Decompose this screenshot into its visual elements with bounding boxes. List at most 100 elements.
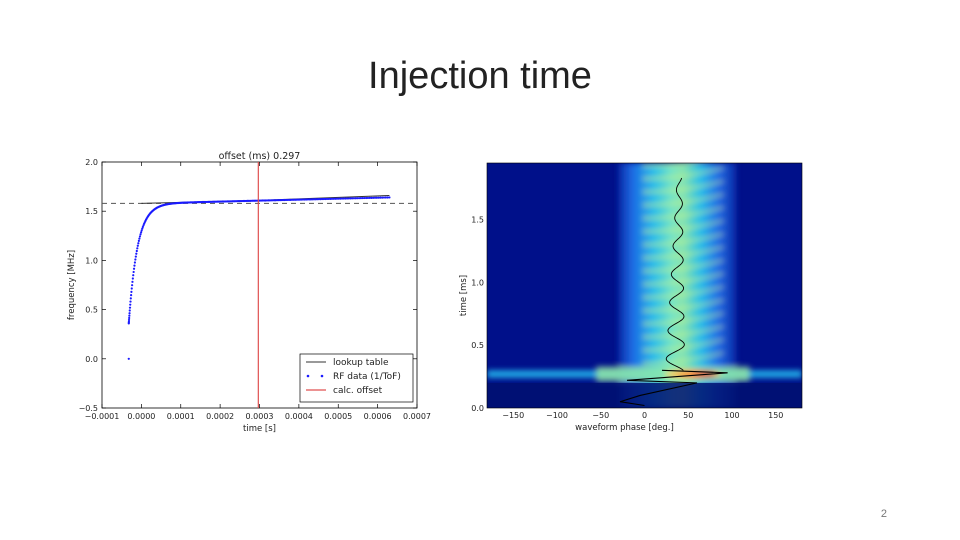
data-point (358, 197, 361, 200)
data-point (335, 197, 339, 200)
data-point (330, 197, 334, 200)
y-tick-label: 0.0 (85, 355, 98, 364)
data-point (306, 198, 309, 201)
heatmap-lower-region (487, 382, 802, 408)
x-tick-label: 100 (724, 411, 739, 420)
data-point (128, 316, 131, 320)
data-point (130, 294, 133, 297)
data-point (316, 198, 319, 201)
x-tick-label: 0.0006 (364, 412, 392, 421)
data-point (135, 249, 138, 253)
data-point (127, 357, 130, 360)
data-point (127, 318, 131, 322)
data-point (128, 309, 131, 312)
data-point (322, 197, 325, 201)
y-tick-label: 1.5 (471, 216, 484, 225)
data-point (140, 229, 143, 232)
data-point (370, 196, 373, 199)
data-point (137, 239, 140, 242)
x-tick-label: 0.0002 (206, 412, 234, 421)
heatmap-frame (486, 162, 803, 409)
data-point (128, 306, 132, 309)
data-point (311, 198, 314, 201)
data-point (131, 284, 134, 287)
data-point (131, 277, 134, 280)
data-point (349, 197, 352, 200)
legend-label: RF data (1/ToF) (333, 372, 401, 382)
x-axis-label: waveform phase [deg.] (575, 423, 674, 433)
data-point (308, 198, 311, 201)
data-point (332, 197, 335, 200)
data-point (134, 255, 137, 258)
y-tick-label: −0.5 (79, 404, 98, 413)
data-point (303, 198, 306, 201)
x-axis-label: time [s] (243, 424, 276, 434)
data-point (309, 198, 312, 201)
data-point (340, 197, 344, 200)
data-point (342, 197, 345, 200)
y-tick-label: 0.5 (85, 306, 98, 315)
data-point (381, 196, 384, 199)
y-axis-label: time [ms] (459, 275, 469, 316)
heatmap-ridge (642, 272, 724, 287)
data-point (356, 197, 359, 200)
data-point (137, 242, 140, 245)
data-point (366, 196, 370, 200)
heatmap-ridge (642, 219, 724, 234)
y-tick-label: 1.5 (85, 207, 98, 216)
data-point (128, 314, 131, 317)
data-point (386, 196, 389, 199)
heatmap-ridge (642, 245, 724, 260)
data-point (130, 287, 133, 290)
heatmap-ridge (642, 285, 724, 300)
x-tick-label: 50 (683, 411, 693, 420)
data-point (138, 235, 142, 238)
data-point (139, 233, 142, 236)
data-point (365, 196, 368, 200)
slide-number: 2 (880, 508, 887, 520)
data-point (295, 198, 298, 201)
data-point (382, 196, 386, 199)
data-point (292, 198, 295, 201)
heatmap-ridge (642, 193, 724, 207)
data-point (375, 196, 378, 199)
data-point (301, 198, 305, 201)
data-point (337, 197, 340, 200)
heatmap-ridge (642, 325, 724, 339)
y-tick-label: 0.0 (471, 404, 484, 413)
overlay-trace-tail (619, 369, 728, 407)
data-point (334, 197, 337, 200)
data-point (132, 270, 135, 274)
data-point (133, 264, 136, 267)
data-point (139, 231, 143, 234)
data-point (314, 198, 317, 201)
heatmap-ridge (642, 298, 724, 313)
data-point (339, 197, 342, 200)
data-point (352, 197, 356, 200)
data-point (321, 197, 324, 201)
data-point (327, 197, 330, 201)
data-point (361, 196, 364, 200)
data-point (138, 237, 141, 240)
x-tick-label: −100 (546, 411, 568, 420)
data-point (368, 196, 371, 200)
heatmap-ridge (642, 311, 724, 326)
data-point (377, 196, 380, 199)
data-point (384, 196, 387, 199)
data-point (354, 197, 357, 200)
data-point (294, 198, 297, 201)
heatmap-ridge (642, 338, 724, 353)
heatmap-ridge (642, 206, 724, 221)
x-tick-label: 0.0003 (246, 412, 274, 421)
data-point (325, 197, 329, 201)
y-tick-label: 1.0 (85, 256, 98, 265)
data-point (130, 290, 133, 293)
data-point (134, 258, 137, 261)
legend-swatch-rf (306, 374, 310, 378)
data-point (289, 198, 292, 201)
data-point (363, 196, 366, 200)
heatmap-ridge (642, 166, 724, 181)
heatmap-ridge (642, 163, 693, 168)
legend-swatch-rf (320, 374, 324, 378)
